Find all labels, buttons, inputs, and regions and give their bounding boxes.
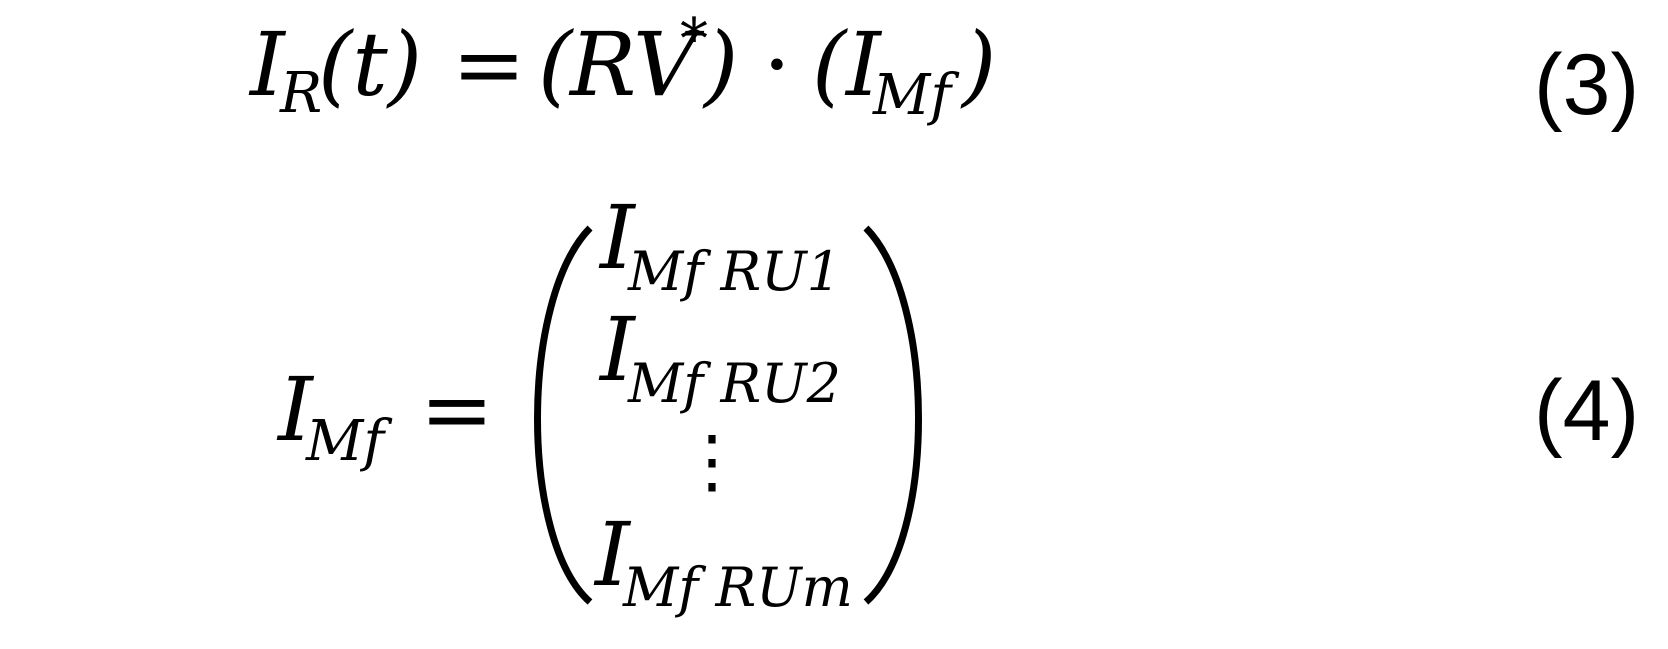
eq4-entry-m-var: I: [593, 503, 632, 606]
eq4-entry-1-var: I: [598, 186, 637, 289]
eq3-close-paren-2: ): [960, 13, 996, 116]
eq3-dot: ·: [763, 13, 791, 116]
eq4-lhs-var: I: [276, 358, 315, 461]
equation-number-3: (3): [1534, 37, 1640, 133]
eq3-imf-sub: Mf: [872, 63, 960, 128]
eq3-rv-sup: *: [680, 7, 708, 72]
eq3-lhs-arg: (t): [318, 13, 422, 116]
eq4-lhs-sub: Mf: [305, 409, 393, 474]
eq4-entry-1-sub: Mf RU1: [627, 240, 841, 303]
equation-number-4: (4): [1534, 363, 1640, 459]
eq3-imf-var: I: [844, 13, 883, 116]
eq4-entry-2-sub: Mf RU2: [627, 352, 841, 415]
eq4-left-bracket: [534, 225, 593, 605]
eq3-lhs-sub: R: [279, 61, 322, 126]
eq3-open-paren-1: (: [538, 13, 574, 116]
eq3-close-paren-1: ): [702, 13, 738, 116]
eq4-right-bracket: [863, 225, 922, 605]
eq4-entry-2-var: I: [598, 298, 637, 401]
eq4-equals: =: [420, 358, 494, 461]
eq4-entry-m-sub: Mf RUm: [622, 556, 853, 619]
eq3-equals: =: [452, 13, 526, 116]
eq3-rv: RV: [568, 13, 705, 116]
eq3-lhs-var: I: [248, 13, 287, 116]
eq4-vdots: ⋮: [677, 420, 747, 502]
eq3-open-paren-2: (: [812, 13, 848, 116]
